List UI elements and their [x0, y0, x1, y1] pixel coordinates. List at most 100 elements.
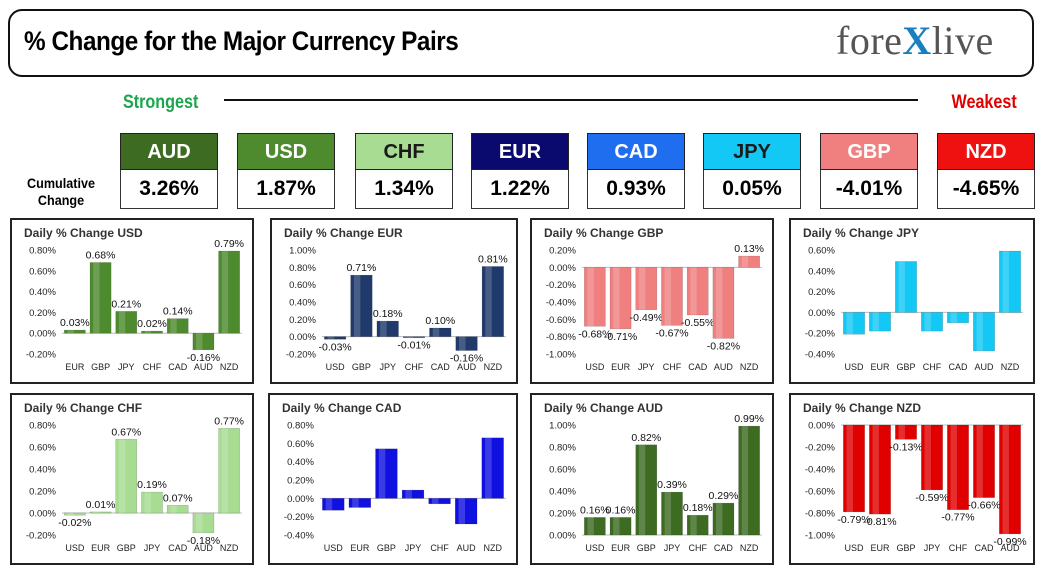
x-tick-label: AUD: [714, 362, 734, 372]
data-label: -0.16%: [450, 353, 483, 365]
bar-jpy: [115, 311, 138, 334]
y-tick-label: 0.80%: [289, 263, 316, 274]
currency-cumulative-value: 1.34%: [355, 170, 453, 209]
x-tick-label: EUR: [611, 362, 631, 372]
y-tick-label: -1.00%: [546, 350, 577, 361]
bar-highlight: [613, 517, 620, 535]
x-tick-label: CAD: [974, 543, 994, 553]
x-tick-label: CAD: [688, 362, 708, 372]
chart-panel-0: Daily % Change USD -0.20% 0.00% 0.20% 0.40% 0…: [10, 218, 254, 384]
bar-eur: [609, 517, 632, 536]
chart-title: Daily % Change CHF: [24, 401, 143, 415]
bar-highlight: [406, 336, 413, 338]
bar-highlight: [221, 251, 229, 334]
x-tick-label: EUR: [350, 543, 370, 553]
data-label: -0.49%: [630, 312, 663, 324]
currency-box-usd: USD 1.87%: [237, 133, 335, 209]
bar-eur: [609, 267, 632, 330]
x-tick-label: JPY: [924, 543, 941, 553]
bar-usd: [64, 512, 86, 516]
page-title: % Change for the Major Currency Pairs: [24, 26, 459, 56]
chart-panel-2: Daily % Change GBP -1.00% -0.80% -0.60% -0.4…: [530, 218, 774, 384]
bar-highlight: [93, 511, 100, 513]
bar-highlight: [846, 425, 853, 512]
bar-usd: [843, 312, 865, 335]
y-tick-label: 0.00%: [287, 494, 314, 505]
bar-highlight: [196, 513, 203, 533]
data-label: -0.77%: [941, 512, 974, 524]
currency-name: CHF: [355, 133, 453, 170]
x-tick-label: JPY: [379, 362, 396, 372]
bar-cad: [429, 327, 452, 337]
data-label: 0.71%: [347, 262, 377, 274]
bar-highlight: [872, 312, 879, 332]
x-tick-label: GBP: [896, 362, 915, 372]
bar-chart: -0.20% 0.00% 0.20% 0.40% 0.60% 0.80% 1.00% USD -…: [286, 246, 508, 373]
data-label: -0.55%: [681, 317, 714, 329]
x-tick-label: NZD: [483, 543, 502, 553]
bar-highlight: [352, 498, 359, 508]
chart-title: Daily % Change NZD: [803, 401, 922, 415]
x-tick-label: CHF: [663, 362, 682, 372]
data-label: 0.67%: [111, 426, 141, 438]
currency-name: USD: [237, 133, 335, 170]
x-tick-label: NZD: [484, 362, 503, 372]
bar-highlight: [664, 267, 671, 326]
data-label: 0.19%: [137, 479, 167, 491]
bar-jpy: [661, 491, 683, 536]
currency-cumulative-value: 3.26%: [120, 170, 218, 209]
bar-highlight: [690, 515, 697, 535]
bar-highlight: [144, 331, 151, 334]
bar-eur: [869, 424, 891, 515]
header-box: [8, 9, 1034, 77]
x-tick-label: GBP: [91, 362, 110, 372]
forexlive-logo[interactable]: foreXlive: [836, 17, 994, 64]
currency-name: GBP: [820, 133, 918, 170]
bar-gbp: [895, 261, 917, 313]
y-tick-label: 0.00%: [549, 263, 576, 274]
x-tick-label: AUD: [194, 543, 214, 553]
currency-cumulative-value: 1.87%: [237, 170, 335, 209]
x-tick-label: GBP: [352, 362, 371, 372]
y-tick-label: 1.00%: [289, 246, 316, 257]
x-tick-label: JPY: [405, 543, 422, 553]
bar-chart: -1.00% -0.80% -0.60% -0.40% -0.20% 0.00% 0.20%…: [546, 243, 764, 372]
x-tick-label: CAD: [431, 362, 451, 372]
bar-nzd: [218, 428, 240, 514]
y-tick-label: 0.60%: [29, 266, 56, 277]
data-label: -0.79%: [837, 514, 870, 526]
x-tick-label: EUR: [611, 543, 631, 553]
y-tick-label: 0.60%: [808, 246, 835, 257]
currency-name: EUR: [471, 133, 569, 170]
bar-highlight: [976, 312, 983, 351]
bar-nzd: [738, 255, 760, 268]
y-tick-label: 0.20%: [29, 487, 56, 498]
bar-chf: [141, 330, 163, 334]
bar-highlight: [1002, 425, 1009, 534]
bar-usd: [843, 424, 865, 513]
bar-usd: [324, 336, 347, 340]
bar-highlight: [872, 425, 879, 515]
chart-panel-3: Daily % Change JPY -0.40% -0.20% 0.00% 0.20%…: [789, 218, 1035, 384]
data-label: -0.13%: [889, 441, 922, 453]
y-tick-label: -0.40%: [805, 465, 836, 476]
bar-highlight: [378, 448, 386, 499]
logo-text-post: live: [931, 18, 994, 63]
bar-highlight: [144, 492, 151, 513]
y-tick-label: 0.80%: [29, 246, 56, 257]
currency-box-jpy: JPY 0.05%: [703, 133, 801, 209]
y-tick-label: 0.60%: [29, 443, 56, 454]
data-label: 0.29%: [709, 490, 739, 502]
x-tick-label: JPY: [638, 362, 655, 372]
bar-highlight: [170, 318, 177, 334]
y-tick-label: 0.80%: [287, 421, 314, 432]
bar-eur: [89, 511, 112, 514]
y-tick-label: 0.00%: [808, 421, 835, 432]
x-tick-label: GBP: [117, 543, 136, 553]
y-tick-label: 0.00%: [549, 531, 576, 542]
y-tick-label: 0.20%: [808, 287, 835, 298]
y-tick-label: -0.60%: [805, 487, 836, 498]
bar-highlight: [221, 428, 229, 513]
bar-chart: 0.00% 0.20% 0.40% 0.60% 0.80% 1.00% USD 0.16% EU…: [549, 413, 764, 553]
bar-highlight: [405, 490, 412, 499]
